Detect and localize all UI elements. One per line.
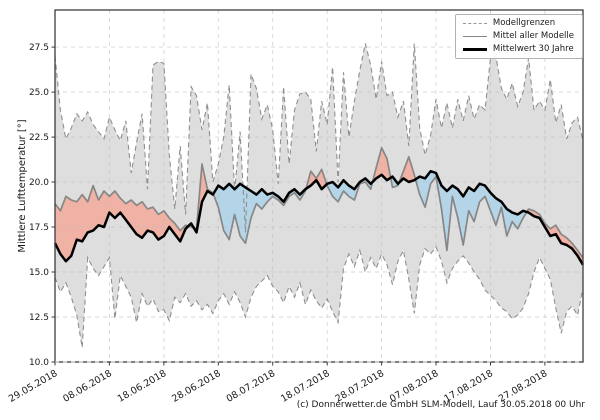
y-tick-label: 22.5	[29, 133, 49, 143]
legend-item-model-mean: Mittel aller Modelle	[462, 30, 574, 42]
x-tick-label: 28.06.2018	[170, 368, 223, 405]
dashed-line-sample-icon	[462, 23, 487, 25]
legend-label-climate-mean: Mittelwert 30 Jahre	[492, 43, 574, 54]
legend-label-model-bounds: Modellgrenzen	[492, 18, 556, 28]
y-tick-label: 27.5	[29, 43, 49, 53]
legend: Modellgrenzen Mittel aller Modelle Mitte…	[454, 14, 583, 60]
y-tick-label: 25.0	[29, 88, 49, 98]
black-line-sample-icon	[462, 47, 487, 51]
x-tick-label: 08.06.2018	[61, 368, 114, 405]
y-tick-label: 12.5	[29, 313, 49, 323]
climate-mean-line	[53, 169, 585, 266]
y-axis-label: Mittlere Lufttemperatur [°]	[17, 119, 28, 253]
y-tick-label: 15.0	[29, 268, 49, 278]
copyright-caption: (c) Donnerwetter.de GmbH SLM-Modell, Lau…	[296, 400, 585, 410]
x-tick-label: 08.07.2018	[225, 368, 278, 405]
gray-line-sample-icon	[462, 36, 487, 38]
y-tick-label: 10.0	[29, 358, 49, 368]
y-tick-labels: 10.0 12.5 15.0 17.5 20.0 22.5 25.0 27.5	[29, 43, 49, 368]
y-tick-label: 17.5	[29, 223, 49, 233]
model-mean-line	[54, 146, 584, 259]
model-range-band	[55, 43, 583, 348]
legend-label-model-mean: Mittel aller Modelle	[492, 30, 574, 41]
axis-ticks	[51, 46, 546, 366]
x-tick-label: 18.06.2018	[116, 368, 169, 405]
model-bounds-lower-line	[54, 245, 584, 348]
x-tick-label: 29.05.2018	[7, 368, 60, 405]
grid-lines	[54, 10, 583, 363]
legend-item-climate-mean: Mittelwert 30 Jahre	[462, 43, 574, 55]
legend-item-model-bounds: Modellgrenzen	[462, 18, 574, 29]
y-tick-label: 20.0	[29, 178, 49, 188]
